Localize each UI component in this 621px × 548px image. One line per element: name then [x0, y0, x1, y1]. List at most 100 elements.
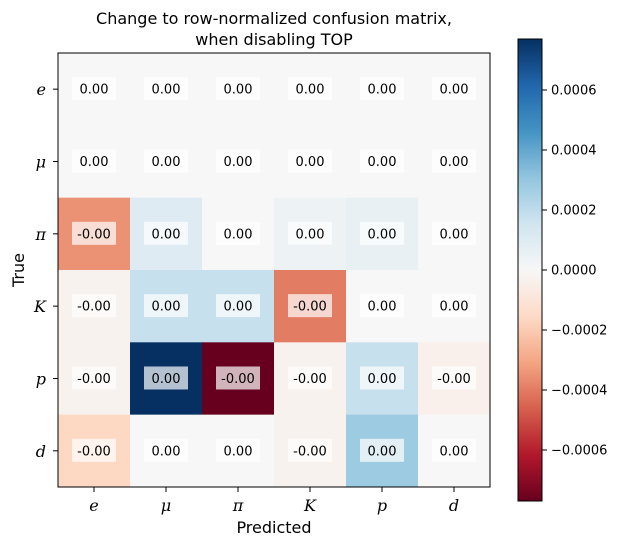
cell-value-label: 0.00: [440, 444, 469, 459]
cell-value-label: 0.00: [224, 227, 253, 242]
cell-value-label: -0.00: [293, 444, 327, 459]
y-tick-label: d: [36, 442, 46, 461]
cell-value-label: 0.00: [296, 83, 325, 98]
cell-label-box: [288, 294, 332, 318]
cell-value-label: 0.00: [152, 372, 181, 387]
colorbar-tick-label: −0.0006: [551, 444, 607, 459]
cell-label-box: [288, 366, 332, 390]
cell-label-box: [360, 294, 404, 318]
cell-label-box: [288, 77, 332, 101]
cell-value-label: 0.00: [152, 227, 181, 242]
cell-value-label: 0.00: [440, 227, 469, 242]
cell-label-box: [432, 149, 476, 173]
cell-label-box: [72, 149, 116, 173]
cell-value-label: 0.00: [368, 444, 397, 459]
cell-label-box: [144, 149, 188, 173]
colorbar-tick-label: 0.0004: [551, 144, 597, 159]
cell-label-box: [216, 438, 260, 462]
x-tick-label: K: [303, 496, 317, 515]
y-tick-label: μ: [36, 152, 46, 171]
colorbar-tick-label: 0.0000: [551, 264, 597, 279]
heatmap-cells: 0.00 0.00 0.00 0.00 0.00 0.00 0.00 0.00 0.00 0.00…: [58, 53, 491, 488]
plot-frame: [57, 52, 491, 488]
y-axis-label: True: [9, 253, 28, 288]
cell-label-box: [216, 294, 260, 318]
x-tick-label: e: [89, 496, 98, 515]
cell-value-label: 0.00: [152, 300, 181, 315]
cell-value-label: 0.00: [440, 155, 469, 170]
colorbar: [517, 38, 543, 502]
y-tick-label: π: [34, 225, 46, 244]
x-tick-label: μ: [161, 496, 171, 515]
cell-value-label: -0.00: [221, 372, 255, 387]
cell-value-label: 0.00: [296, 155, 325, 170]
cell-value-label: -0.00: [77, 372, 111, 387]
cell-value-label: 0.00: [296, 227, 325, 242]
cell-label-box: [360, 438, 404, 462]
cell-value-label: -0.00: [293, 372, 327, 387]
cell-label-box: [72, 77, 116, 101]
chart-title-line1: Change to row-normalized confusion matri…: [96, 9, 452, 28]
cell-label-box: [432, 221, 476, 245]
cell-value-label: 0.00: [152, 83, 181, 98]
cell-label-box: [72, 294, 116, 318]
colorbar-tick-label: −0.0004: [551, 384, 607, 399]
cell-label-box: [432, 366, 476, 390]
colorbar-tick-label: −0.0002: [551, 324, 607, 339]
cell-value-label: 0.00: [224, 300, 253, 315]
cell-label-box: [72, 366, 116, 390]
x-tick-label: p: [377, 496, 387, 515]
cell-value-label: 0.00: [152, 155, 181, 170]
cell-label-box: [432, 77, 476, 101]
cell-label-box: [360, 77, 404, 101]
cell-value-label: 0.00: [80, 155, 109, 170]
cell-label-box: [216, 77, 260, 101]
cell-value-label: 0.00: [368, 155, 397, 170]
cell-label-box: [72, 438, 116, 462]
cell-label-box: [360, 149, 404, 173]
cell-label-box: [288, 438, 332, 462]
cell-label-box: [144, 77, 188, 101]
cell-label-box: [144, 366, 188, 390]
cell-value-label: -0.00: [437, 372, 471, 387]
cell-value-label: -0.00: [77, 444, 111, 459]
cell-label-box: [288, 221, 332, 245]
colorbar-tick-label: 0.0006: [551, 84, 597, 99]
cell-label-box: [432, 294, 476, 318]
cell-value-label: 0.00: [224, 444, 253, 459]
cell-value-label: 0.00: [224, 83, 253, 98]
x-tick-label: d: [449, 496, 459, 515]
x-tick-label: π: [232, 496, 244, 515]
cell-value-label: 0.00: [80, 83, 109, 98]
y-tick-label: e: [37, 80, 46, 99]
cell-label-box: [216, 366, 260, 390]
cell-value-label: 0.00: [368, 227, 397, 242]
chart-title-line2: when disabling TOP: [195, 30, 353, 49]
cell-value-label: 0.00: [152, 444, 181, 459]
cell-value-label: 0.00: [440, 300, 469, 315]
cell-label-box: [288, 149, 332, 173]
cell-value-label: 0.00: [224, 155, 253, 170]
colorbar-tick-label: 0.0002: [551, 204, 597, 219]
cell-label-box: [360, 366, 404, 390]
cell-value-label: 0.00: [440, 83, 469, 98]
y-tick-label: p: [36, 369, 46, 388]
cell-label-box: [144, 221, 188, 245]
cell-value-label: 0.00: [368, 83, 397, 98]
cell-value-label: -0.00: [77, 300, 111, 315]
cell-label-box: [216, 149, 260, 173]
cell-label-box: [360, 221, 404, 245]
x-axis-label: Predicted: [236, 518, 311, 537]
cell-label-box: [144, 438, 188, 462]
cell-value-label: 0.00: [368, 372, 397, 387]
colorbar-ticks: −0.0006 −0.0004 −0.0002 0.0000 0.0002 0.0004 0…: [542, 84, 607, 459]
cell-label-box: [432, 438, 476, 462]
cell-value-label: -0.00: [77, 227, 111, 242]
cell-label-box: [216, 221, 260, 245]
cell-value-label: -0.00: [293, 300, 327, 315]
y-tick-label: K: [33, 297, 47, 316]
cell-label-box: [72, 221, 116, 245]
cell-value-label: 0.00: [368, 300, 397, 315]
